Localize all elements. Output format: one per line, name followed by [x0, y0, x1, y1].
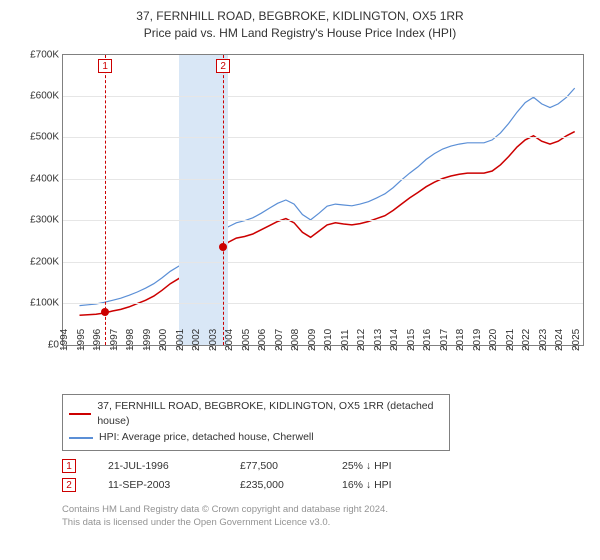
sale-marker-label: 1	[98, 59, 112, 73]
y-gridline	[63, 179, 583, 180]
x-tick-label: 2012	[356, 328, 367, 350]
sale-price: £235,000	[240, 476, 310, 495]
shaded-band	[179, 55, 229, 345]
y-tick-label: £700K	[30, 49, 63, 60]
x-tick-label: 2024	[554, 328, 565, 350]
series-line	[80, 88, 575, 306]
plot-box: £0£100K£200K£300K£400K£500K£600K£700K199…	[62, 54, 584, 346]
sale-vline	[105, 55, 106, 345]
x-tick-label: 2017	[439, 328, 450, 350]
footer-line: This data is licensed under the Open Gov…	[62, 516, 590, 529]
y-gridline	[63, 262, 583, 263]
x-tick-label: 2014	[389, 328, 400, 350]
legend: 37, FERNHILL ROAD, BEGBROKE, KIDLINGTON,…	[62, 394, 450, 451]
y-gridline	[63, 220, 583, 221]
x-tick-label: 2011	[340, 329, 351, 351]
sale-delta: 25% ↓ HPI	[342, 457, 432, 476]
x-tick-label: 2015	[406, 328, 417, 350]
x-tick-label: 2010	[323, 328, 334, 350]
legend-swatch	[69, 413, 91, 415]
y-tick-label: £600K	[30, 91, 63, 102]
x-tick-label: 2025	[571, 328, 582, 350]
sales-row: 1 21-JUL-1996 £77,500 25% ↓ HPI	[62, 457, 590, 476]
x-tick-label: 2020	[488, 328, 499, 350]
y-tick-label: £500K	[30, 132, 63, 143]
x-tick-label: 2019	[472, 328, 483, 350]
legend-label: HPI: Average price, detached house, Cher…	[99, 430, 314, 446]
y-tick-label: £100K	[30, 298, 63, 309]
sale-marker-icon: 1	[62, 459, 76, 473]
x-tick-label: 2005	[241, 328, 252, 350]
x-tick-label: 2023	[538, 328, 549, 350]
x-tick-label: 1995	[76, 328, 87, 350]
chart-title-line1: 37, FERNHILL ROAD, BEGBROKE, KIDLINGTON,…	[10, 8, 590, 25]
legend-item: 37, FERNHILL ROAD, BEGBROKE, KIDLINGTON,…	[69, 399, 443, 431]
x-tick-label: 2013	[373, 328, 384, 350]
y-tick-label: £300K	[30, 215, 63, 226]
sale-date: 21-JUL-1996	[108, 457, 208, 476]
x-tick-label: 2008	[290, 328, 301, 350]
sales-row: 2 11-SEP-2003 £235,000 16% ↓ HPI	[62, 476, 590, 495]
y-gridline	[63, 303, 583, 304]
x-tick-label: 2001	[175, 328, 186, 350]
x-tick-label: 2018	[455, 328, 466, 350]
sale-marker-dot	[101, 308, 109, 316]
x-tick-label: 2006	[257, 328, 268, 350]
footer-attribution: Contains HM Land Registry data © Crown c…	[62, 503, 590, 530]
line-series-svg	[63, 55, 583, 345]
x-tick-label: 2021	[505, 328, 516, 350]
x-tick-label: 1996	[92, 328, 103, 350]
legend-label: 37, FERNHILL ROAD, BEGBROKE, KIDLINGTON,…	[97, 399, 443, 431]
legend-item: HPI: Average price, detached house, Cher…	[69, 430, 443, 446]
y-tick-label: £400K	[30, 173, 63, 184]
x-tick-label: 2003	[208, 328, 219, 350]
x-tick-label: 2007	[274, 328, 285, 350]
x-tick-label: 1994	[59, 328, 70, 350]
chart-container: 37, FERNHILL ROAD, BEGBROKE, KIDLINGTON,…	[0, 0, 600, 533]
x-tick-label: 1998	[125, 328, 136, 350]
x-tick-label: 1997	[109, 328, 120, 350]
chart-area: £0£100K£200K£300K£400K£500K£600K£700K199…	[10, 48, 590, 388]
sale-vline	[223, 55, 224, 345]
x-tick-label: 2016	[422, 328, 433, 350]
sale-marker-dot	[219, 243, 227, 251]
sales-table: 1 21-JUL-1996 £77,500 25% ↓ HPI 2 11-SEP…	[62, 457, 590, 495]
x-tick-label: 2009	[307, 328, 318, 350]
x-tick-label: 1999	[142, 328, 153, 350]
sale-date: 11-SEP-2003	[108, 476, 208, 495]
legend-swatch	[69, 437, 93, 439]
y-gridline	[63, 96, 583, 97]
x-tick-label: 2000	[158, 328, 169, 350]
x-tick-label: 2022	[521, 328, 532, 350]
sale-marker-label: 2	[216, 59, 230, 73]
sale-delta: 16% ↓ HPI	[342, 476, 432, 495]
sale-marker-icon: 2	[62, 478, 76, 492]
series-line	[80, 131, 575, 315]
x-tick-label: 2002	[191, 328, 202, 350]
chart-title-line2: Price paid vs. HM Land Registry's House …	[10, 25, 590, 42]
y-gridline	[63, 137, 583, 138]
footer-line: Contains HM Land Registry data © Crown c…	[62, 503, 590, 516]
sale-price: £77,500	[240, 457, 310, 476]
x-tick-label: 2004	[224, 328, 235, 350]
y-tick-label: £200K	[30, 256, 63, 267]
